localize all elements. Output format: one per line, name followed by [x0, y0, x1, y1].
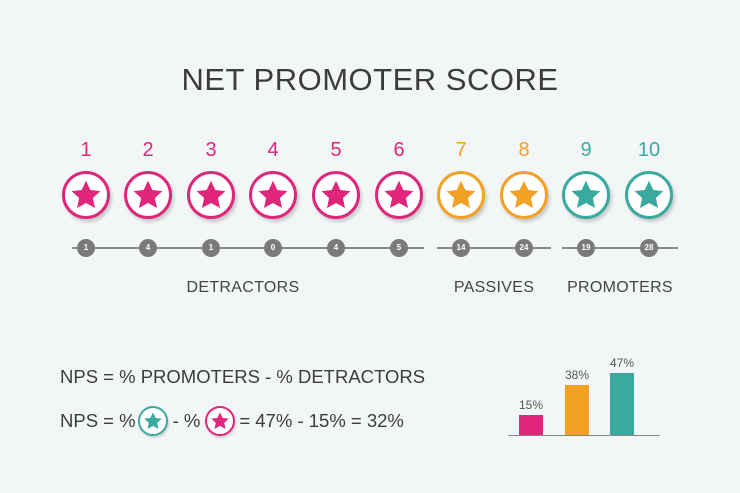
score-number: 8: [518, 139, 530, 161]
score-number: 1: [80, 139, 92, 161]
nps-formula-calculation: NPS = % - % = 47% - 15% = 32%: [60, 406, 404, 436]
bar-detractors: [519, 415, 543, 435]
response-count: 4: [327, 239, 345, 257]
response-count: 0: [264, 239, 282, 257]
formula-result: = 47% - 15% = 32%: [239, 410, 404, 431]
response-count: 28: [640, 239, 658, 257]
formula-prefix: NPS = %: [60, 410, 136, 431]
star-icon: [187, 171, 235, 219]
response-count: 19: [577, 239, 595, 257]
star-icon: [625, 171, 673, 219]
group-line: [72, 247, 424, 249]
score-number: 9: [580, 139, 592, 161]
bar-promoters: [610, 373, 634, 435]
score-number: 2: [142, 139, 154, 161]
star-icon: [375, 171, 423, 219]
response-count: 14: [452, 239, 470, 257]
response-count: 1: [202, 239, 220, 257]
response-count: 1: [77, 239, 95, 257]
detractors-label: DETRACTORS: [186, 279, 300, 296]
response-count: 24: [515, 239, 533, 257]
score-number: 5: [330, 139, 342, 161]
group-line: [437, 247, 551, 249]
star-icon: [249, 171, 297, 219]
bar-value-label: 15%: [518, 398, 544, 413]
score-number: 3: [205, 139, 217, 161]
star-icon: [437, 171, 485, 219]
star-icon: [562, 171, 610, 219]
response-count: 4: [139, 239, 157, 257]
score-number: 4: [267, 139, 279, 161]
promoters-label: PROMOTERS: [567, 279, 673, 296]
nps-formula-definition: NPS = % PROMOTERS - % DETRACTORS: [60, 366, 425, 388]
bar-value-label: 47%: [609, 356, 635, 370]
bar-value-label: 38%: [564, 367, 590, 382]
detractor-star-icon: [205, 406, 236, 436]
formula-minus: - %: [172, 410, 201, 431]
page-title: NET PROMOTER SCORE: [181, 62, 559, 97]
score-number: 6: [393, 139, 405, 161]
score-number: 7: [455, 139, 467, 161]
bar-passives: [565, 384, 589, 435]
star-icon: [124, 171, 172, 219]
group-line: [562, 247, 678, 249]
star-icon: [312, 171, 360, 219]
star-icon: [62, 171, 110, 219]
passives-label: PASSIVES: [453, 279, 535, 296]
chart-baseline: [508, 435, 660, 436]
formula-line1: NPS = % PROMOTERS - % DETRACTORS: [60, 366, 426, 387]
star-icon: [500, 171, 548, 219]
response-count: 5: [390, 239, 408, 257]
promoter-star-icon: [137, 406, 168, 436]
score-number: 10: [637, 139, 661, 161]
